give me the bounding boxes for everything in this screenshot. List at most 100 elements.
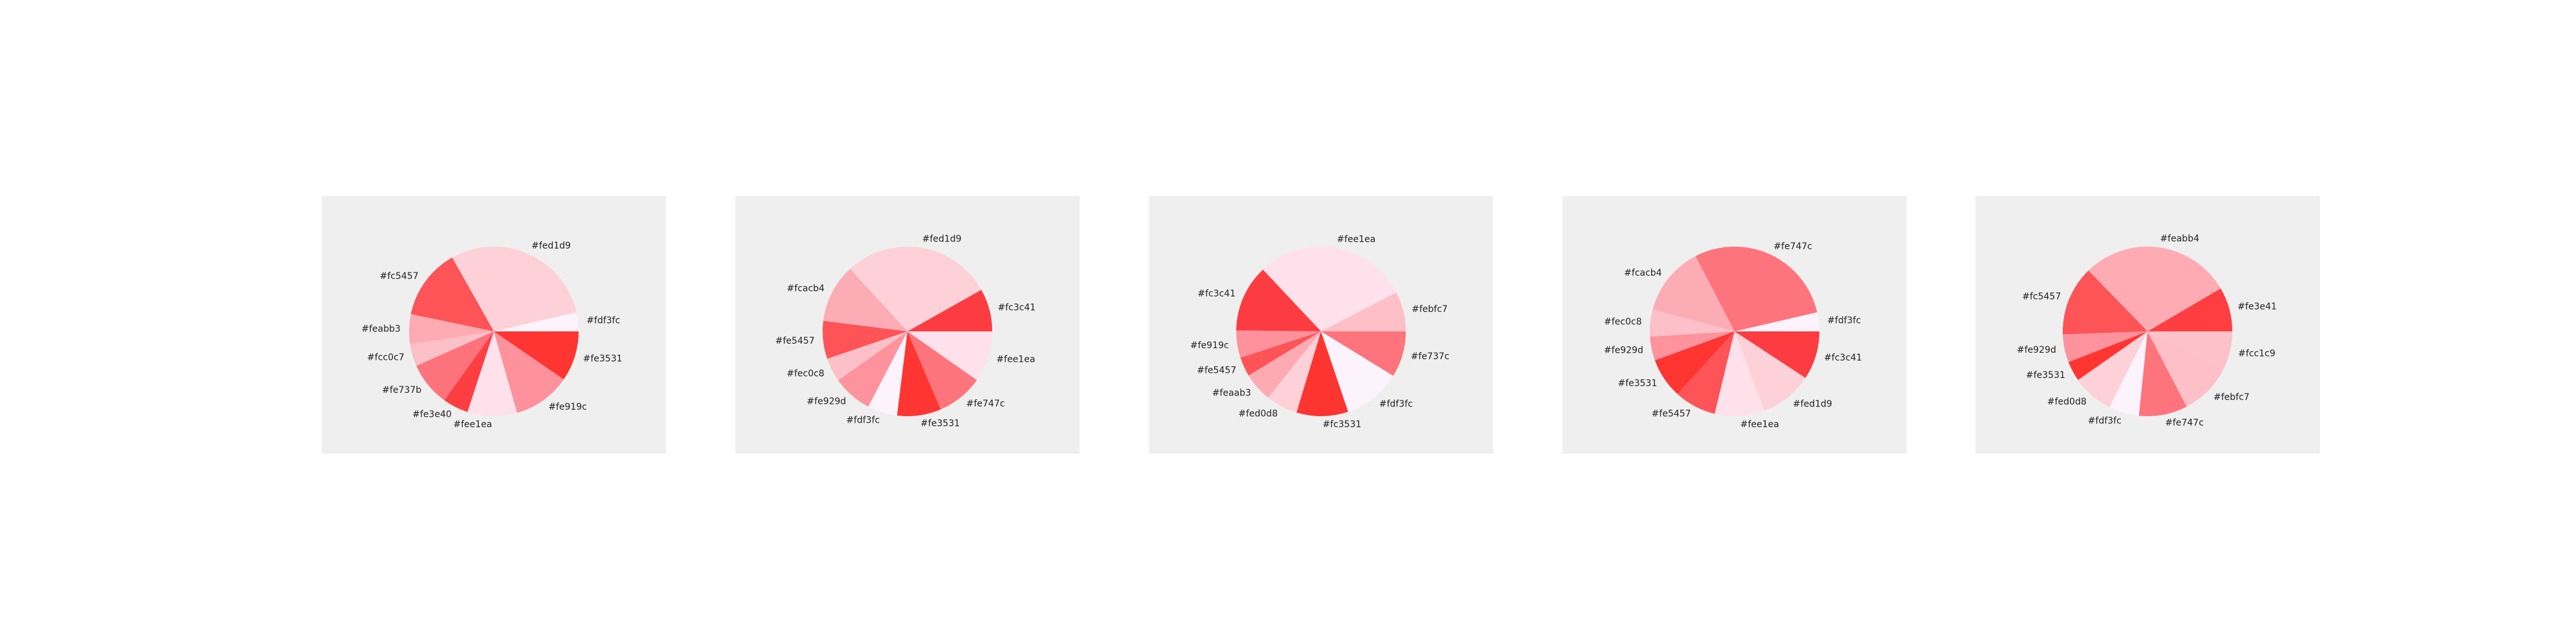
slice-label: #fe929d bbox=[2017, 345, 2056, 355]
slice-label: #fe5457 bbox=[1197, 365, 1236, 375]
slice-label: #febfc7 bbox=[1412, 304, 1448, 315]
slice-label: #fdf3fc bbox=[1379, 399, 1413, 410]
pie-chart-panel: #fdf3fc #fed1d9 #fc5457 #feabb3 #fcc0c7 #fe73… bbox=[322, 196, 666, 454]
slice-label: #fc3c41 bbox=[1197, 289, 1236, 299]
pie-slice bbox=[1677, 331, 1735, 414]
slice-label: #fc5457 bbox=[2022, 291, 2061, 302]
pie-slice bbox=[1321, 331, 1393, 412]
pie-slice bbox=[907, 289, 992, 331]
pie-slice bbox=[896, 331, 941, 416]
slice-label: #fe929d bbox=[806, 397, 846, 407]
slice-label: #fcacb4 bbox=[787, 283, 825, 294]
slice-label: #fed0d8 bbox=[1238, 409, 1278, 419]
pie-slice bbox=[1236, 269, 1321, 331]
pie-chart: #fc3c41 #fed1d9 #fcacb4 #fe5457 #fec0c8 #fe92… bbox=[775, 234, 1036, 429]
pie-slice bbox=[467, 331, 518, 417]
pie-slice bbox=[868, 331, 907, 416]
slice-label: #fcc1c9 bbox=[2238, 348, 2276, 359]
pie-slice bbox=[410, 257, 494, 331]
slice-label: #fe3531 bbox=[583, 354, 623, 364]
slice-label: #fe747c bbox=[1773, 241, 1812, 252]
slice-label: #fe3531 bbox=[2026, 370, 2065, 381]
pie-chart-panel: #fe3e41 #feabb4 #fc5457 #fe929d #fe3531 #fed0… bbox=[1975, 196, 2320, 454]
pie-slice bbox=[2068, 331, 2148, 381]
slice-label: #fe737c bbox=[1411, 351, 1450, 362]
pie-slice bbox=[1249, 331, 1321, 398]
slice-label: #fee1ea bbox=[1740, 419, 1779, 430]
slice-label: #fed0d8 bbox=[2047, 397, 2087, 407]
pie-slice bbox=[2148, 331, 2223, 407]
slice-label: #fed1d9 bbox=[531, 241, 571, 251]
pie-slice bbox=[2088, 247, 2221, 331]
pie-slice bbox=[827, 331, 907, 381]
pie-slice bbox=[452, 247, 577, 331]
pie-slice bbox=[1321, 292, 1406, 331]
pie-slice bbox=[1735, 331, 1806, 411]
pie-slice bbox=[1650, 309, 1735, 337]
pie-slice bbox=[1695, 246, 1817, 331]
slice-label: #fe747c bbox=[2165, 418, 2204, 428]
pie-slice bbox=[1296, 331, 1348, 416]
slice-label: #fdf3fc bbox=[2088, 416, 2122, 426]
pie-slice bbox=[410, 331, 494, 366]
slice-label: #fe3e41 bbox=[2237, 302, 2277, 312]
pie-slice bbox=[907, 331, 977, 410]
pie-slice bbox=[2063, 271, 2148, 335]
pie-slice bbox=[1263, 246, 1397, 331]
slice-label: #fec0c8 bbox=[786, 369, 824, 379]
slice-label: #fe5457 bbox=[775, 336, 815, 346]
pie-slice bbox=[1268, 331, 1321, 413]
slice-label: #fe919c bbox=[1190, 340, 1229, 351]
pie-slice bbox=[2109, 331, 2148, 416]
slice-label: #fe3e40 bbox=[412, 409, 452, 419]
pie-slice bbox=[1236, 330, 1321, 358]
slice-label: #fed1d9 bbox=[1793, 399, 1832, 410]
slice-label: #fcacb4 bbox=[1624, 268, 1662, 278]
slice-label: #fc3c41 bbox=[1824, 353, 1862, 363]
pie-slice bbox=[1650, 331, 1735, 361]
pie-chart: #fdf3fc #fed1d9 #fc5457 #feabb3 #fcc0c7 #fe73… bbox=[361, 241, 623, 430]
slice-label: #fe737b bbox=[382, 385, 421, 395]
slice-label: #fdf3fc bbox=[846, 416, 880, 426]
slice-label: #feabb3 bbox=[361, 324, 401, 334]
slice-label: #feaab3 bbox=[1212, 388, 1251, 398]
pie-slice bbox=[2148, 331, 2232, 371]
pie-chart: #fe3e41 #feabb4 #fc5457 #fe929d #fe3531 #fed0… bbox=[2017, 234, 2277, 428]
slice-label: #fe5457 bbox=[1652, 408, 1691, 419]
pie-slice bbox=[2138, 331, 2187, 416]
slice-label: #fec0c8 bbox=[1604, 317, 1641, 328]
slice-label: #fdf3fc bbox=[586, 316, 620, 326]
slice-label: #fdf3fc bbox=[1827, 316, 1861, 326]
slice-label: #fe747c bbox=[966, 399, 1005, 409]
pie-slice bbox=[1735, 312, 1819, 331]
pie-slice bbox=[1321, 331, 1406, 376]
pie-slice bbox=[2078, 331, 2148, 408]
slice-label: #fcc0c7 bbox=[367, 353, 405, 363]
pie-slice bbox=[494, 331, 579, 380]
pie-chart-panel: #febfc7 #fee1ea #fc3c41 #fe919c #fe5457 #feaa… bbox=[1149, 196, 1493, 454]
slice-label: #fe929d bbox=[1604, 345, 1643, 355]
pie-slice bbox=[494, 312, 579, 331]
pie-slice bbox=[2148, 288, 2232, 331]
pie-slice bbox=[1652, 256, 1735, 331]
pie-chart: #febfc7 #fee1ea #fc3c41 #fe919c #fe5457 #feaa… bbox=[1190, 234, 1450, 430]
pie-slice bbox=[1735, 331, 1819, 378]
pie-slice bbox=[1715, 331, 1764, 416]
slice-label: #fc3531 bbox=[1322, 419, 1361, 430]
pie-slice bbox=[444, 331, 494, 412]
slice-label: #fee1ea bbox=[453, 419, 492, 430]
pie-slice bbox=[1654, 331, 1735, 395]
pie-chart-panel: #fdf3fc #fe747c #fcacb4 #fec0c8 #fe929d #fe35… bbox=[1562, 196, 1907, 454]
slice-label: #fc5457 bbox=[380, 271, 419, 282]
slice-label: #fed1d9 bbox=[922, 234, 962, 245]
slice-label: #fee1ea bbox=[996, 354, 1035, 364]
slice-label: #fee1ea bbox=[1337, 234, 1375, 245]
pie-slice bbox=[494, 331, 564, 413]
pie-slice bbox=[416, 331, 494, 401]
pie-slice bbox=[1240, 331, 1321, 376]
pie-slice bbox=[907, 331, 992, 381]
slice-label: #feabb4 bbox=[2160, 234, 2199, 244]
pie-slice bbox=[822, 320, 907, 359]
slice-label: #febfc7 bbox=[2214, 392, 2250, 403]
